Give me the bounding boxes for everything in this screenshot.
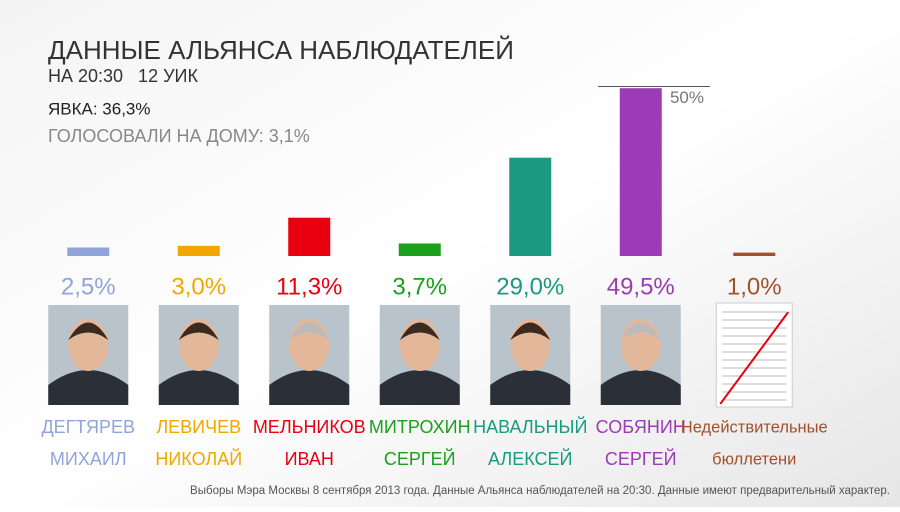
turnout: ЯВКА: 36,3% [48,99,151,118]
category-label: СЕРГЕЙ [384,448,456,469]
value-label: 2,5% [61,273,116,300]
value-label: 1,0% [727,273,782,300]
category-label: НИКОЛАЙ [155,448,242,469]
photo-body [490,370,571,405]
category-label: Недействительные [681,418,828,436]
photo-body [379,370,460,405]
category-label: МИТРОХИН [369,417,471,437]
ballot-cross [719,311,790,405]
category-label: НАВАЛЬНЫЙ [473,416,587,437]
bar [509,157,552,256]
photo-body [158,370,239,405]
photo-body [269,370,350,405]
value-label: 49,5% [607,273,675,300]
photo-body [48,370,129,405]
category-label: СЕРГЕЙ [605,448,677,469]
bar [67,247,110,256]
category-label: бюллетени [712,450,796,468]
category-label: МИХАИЛ [50,449,127,469]
category-label: ИВАН [285,449,334,469]
ballot [715,302,793,408]
value-label: 3,0% [171,273,226,300]
photo-hair [620,322,661,340]
reference-label: 50% [670,88,704,107]
category-label: АЛЕКСЕЙ [488,448,572,469]
subtitle: НА 20:30 12 УИК [48,66,198,86]
bar [398,243,441,256]
category-label: СОБЯНИН [596,417,686,437]
bar [177,245,220,256]
value-label: 11,3% [276,273,342,300]
photo-hair [399,322,440,340]
photo-hair [178,322,219,340]
chart-title: ДАННЫЕ АЛЬЯНСА НАБЛЮДАТЕЛЕЙ [48,35,514,65]
category-label: ДЕГТЯРЕВ [41,417,135,437]
photo-body [600,370,681,405]
bar [288,217,331,256]
photo-hair [289,322,330,340]
value-label: 29,0% [496,273,564,300]
category-label: МЕЛЬНИКОВ [253,417,366,437]
photo-hair [510,322,551,340]
footnote: Выборы Мэра Москвы 8 сентября 2013 года.… [190,485,890,497]
category-label: ЛЕВИЧЕВ [156,417,241,437]
bar [619,88,662,256]
bar [733,252,776,256]
photo-hair [68,322,109,340]
home-voting: ГОЛОСОВАЛИ НА ДОМУ: 3,1% [48,126,310,146]
value-label: 3,7% [392,273,447,300]
